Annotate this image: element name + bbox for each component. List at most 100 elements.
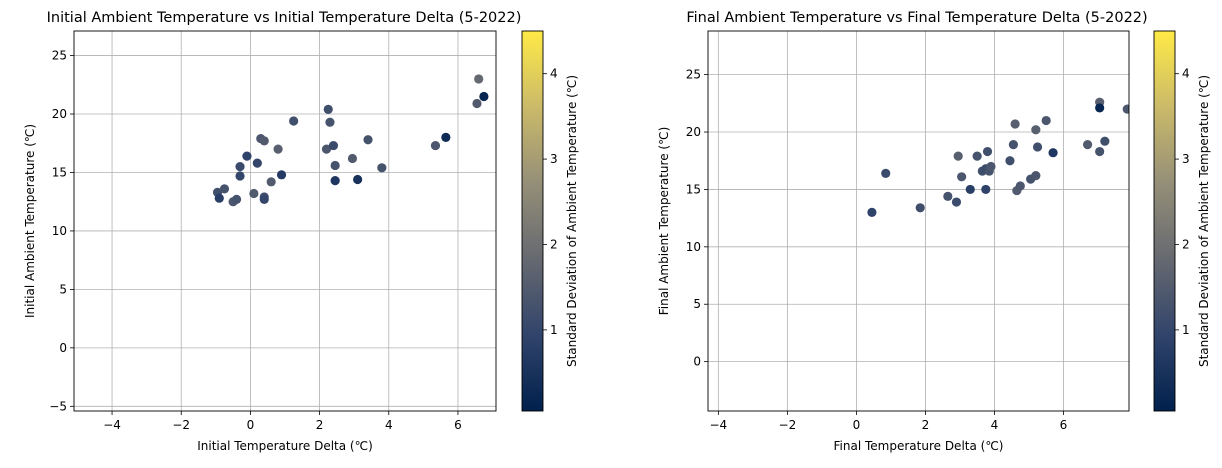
data-point bbox=[1031, 171, 1041, 181]
x-tick-label: −2 bbox=[172, 418, 190, 432]
x-tick-label: 4 bbox=[385, 418, 393, 432]
y-tick-label: 5 bbox=[693, 297, 701, 311]
x-tick-label: 0 bbox=[247, 418, 255, 432]
y-tick-label: 5 bbox=[59, 282, 67, 296]
y-gridlines bbox=[708, 74, 1129, 363]
colorbar-tick-label: 4 bbox=[550, 67, 558, 81]
data-point bbox=[1005, 156, 1015, 166]
colorbar-tick-labels: 1 2 3 4 bbox=[1175, 67, 1190, 337]
data-point bbox=[353, 174, 363, 185]
data-point bbox=[325, 117, 335, 127]
data-point bbox=[235, 171, 245, 181]
data-point bbox=[1095, 103, 1105, 113]
data-points bbox=[867, 97, 1129, 217]
x-gridlines bbox=[717, 31, 1064, 411]
data-point bbox=[957, 172, 967, 182]
data-point bbox=[1082, 140, 1093, 150]
plot-frame bbox=[73, 30, 497, 412]
x-tick-label: −2 bbox=[779, 418, 797, 432]
colorbar-tick-label: 1 bbox=[550, 323, 558, 337]
data-point bbox=[363, 135, 373, 145]
y-axis-label: Initial Ambient Temperature (℃) bbox=[23, 124, 37, 318]
x-tick-label: 0 bbox=[853, 418, 861, 432]
data-point bbox=[953, 151, 963, 161]
data-point bbox=[1100, 136, 1110, 146]
data-point bbox=[1122, 104, 1129, 114]
data-point bbox=[1048, 148, 1058, 158]
y-tick-labels: 0 5 10 15 20 25 bbox=[686, 68, 708, 369]
x-tick-label: 6 bbox=[454, 418, 462, 432]
chart-title: Final Ambient Temperature vs Final Tempe… bbox=[686, 10, 1147, 26]
x-tick-label: −4 bbox=[710, 418, 728, 432]
y-tick-label: 0 bbox=[59, 341, 67, 355]
data-point bbox=[430, 140, 441, 151]
data-point bbox=[321, 144, 332, 154]
colorbar-tick-label: 3 bbox=[550, 152, 558, 166]
x-tick-label: 4 bbox=[991, 418, 999, 432]
data-point bbox=[986, 161, 996, 172]
data-point bbox=[881, 168, 891, 178]
plot-frame bbox=[707, 30, 1130, 412]
y-tick-label: 0 bbox=[693, 355, 701, 369]
data-point bbox=[219, 184, 230, 194]
x-tick-label: 2 bbox=[922, 418, 930, 432]
data-point bbox=[330, 176, 340, 186]
x-tick-labels: −4 −2 0 2 4 6 bbox=[103, 411, 462, 432]
data-points bbox=[212, 74, 489, 207]
colorbar-tick-label: 3 bbox=[1182, 152, 1190, 166]
y-tick-label: 15 bbox=[52, 165, 67, 179]
x-axis-label: Final Temperature Delta (℃) bbox=[834, 439, 1004, 453]
data-point bbox=[1008, 140, 1018, 150]
data-point bbox=[276, 170, 287, 180]
data-point bbox=[1015, 181, 1025, 191]
data-point bbox=[1010, 119, 1020, 129]
y-axis-label: Final Ambient Temperature (℃) bbox=[657, 127, 671, 316]
data-point bbox=[289, 116, 299, 126]
colorbar-tick-label: 2 bbox=[1182, 237, 1190, 251]
colorbar-tick-labels: 1 2 3 4 bbox=[543, 67, 558, 337]
x-tick-labels: −4 −2 0 2 4 6 bbox=[710, 411, 1068, 432]
data-point bbox=[242, 151, 252, 161]
y-tick-labels: −5 0 5 10 15 20 25 bbox=[49, 49, 74, 413]
y-tick-label: 25 bbox=[686, 68, 701, 82]
y-tick-label: 15 bbox=[686, 182, 701, 196]
data-point bbox=[943, 191, 953, 201]
data-point bbox=[915, 203, 925, 213]
data-point bbox=[982, 146, 993, 157]
data-point bbox=[1032, 142, 1043, 152]
y-tick-label: 20 bbox=[52, 107, 67, 121]
colorbar bbox=[521, 30, 544, 412]
data-point bbox=[231, 194, 242, 204]
y-tick-label: 10 bbox=[686, 240, 701, 254]
y-tick-label: 20 bbox=[686, 125, 701, 139]
data-point bbox=[965, 184, 975, 195]
data-point bbox=[259, 136, 269, 146]
data-point bbox=[441, 132, 451, 142]
data-point bbox=[1095, 146, 1105, 157]
colorbar-label: Standard Deviation of Ambient Temperatur… bbox=[565, 75, 579, 367]
colorbar bbox=[1153, 30, 1176, 412]
data-point bbox=[249, 188, 259, 199]
x-tick-label: −4 bbox=[103, 418, 121, 432]
colorbar-tick-label: 2 bbox=[550, 237, 558, 251]
x-tick-label: 2 bbox=[316, 418, 324, 432]
data-point bbox=[328, 140, 339, 151]
x-tick-label: 6 bbox=[1060, 418, 1068, 432]
data-point bbox=[867, 207, 877, 217]
x-gridlines bbox=[111, 31, 459, 411]
y-tick-label: 25 bbox=[52, 49, 67, 63]
data-point bbox=[266, 177, 276, 187]
data-point bbox=[252, 158, 262, 168]
data-point bbox=[347, 153, 358, 164]
data-point bbox=[472, 98, 482, 109]
data-point bbox=[377, 163, 387, 173]
data-point bbox=[235, 162, 245, 172]
data-point bbox=[1041, 115, 1051, 126]
data-point bbox=[259, 194, 269, 204]
colorbar-tick-label: 4 bbox=[1182, 67, 1190, 81]
x-axis-label: Initial Temperature Delta (℃) bbox=[197, 439, 373, 453]
y-tick-label: 10 bbox=[52, 224, 67, 238]
data-point bbox=[273, 144, 283, 154]
chart-panel-initial: Initial Ambient Temperature vs Initial T… bbox=[23, 10, 579, 453]
